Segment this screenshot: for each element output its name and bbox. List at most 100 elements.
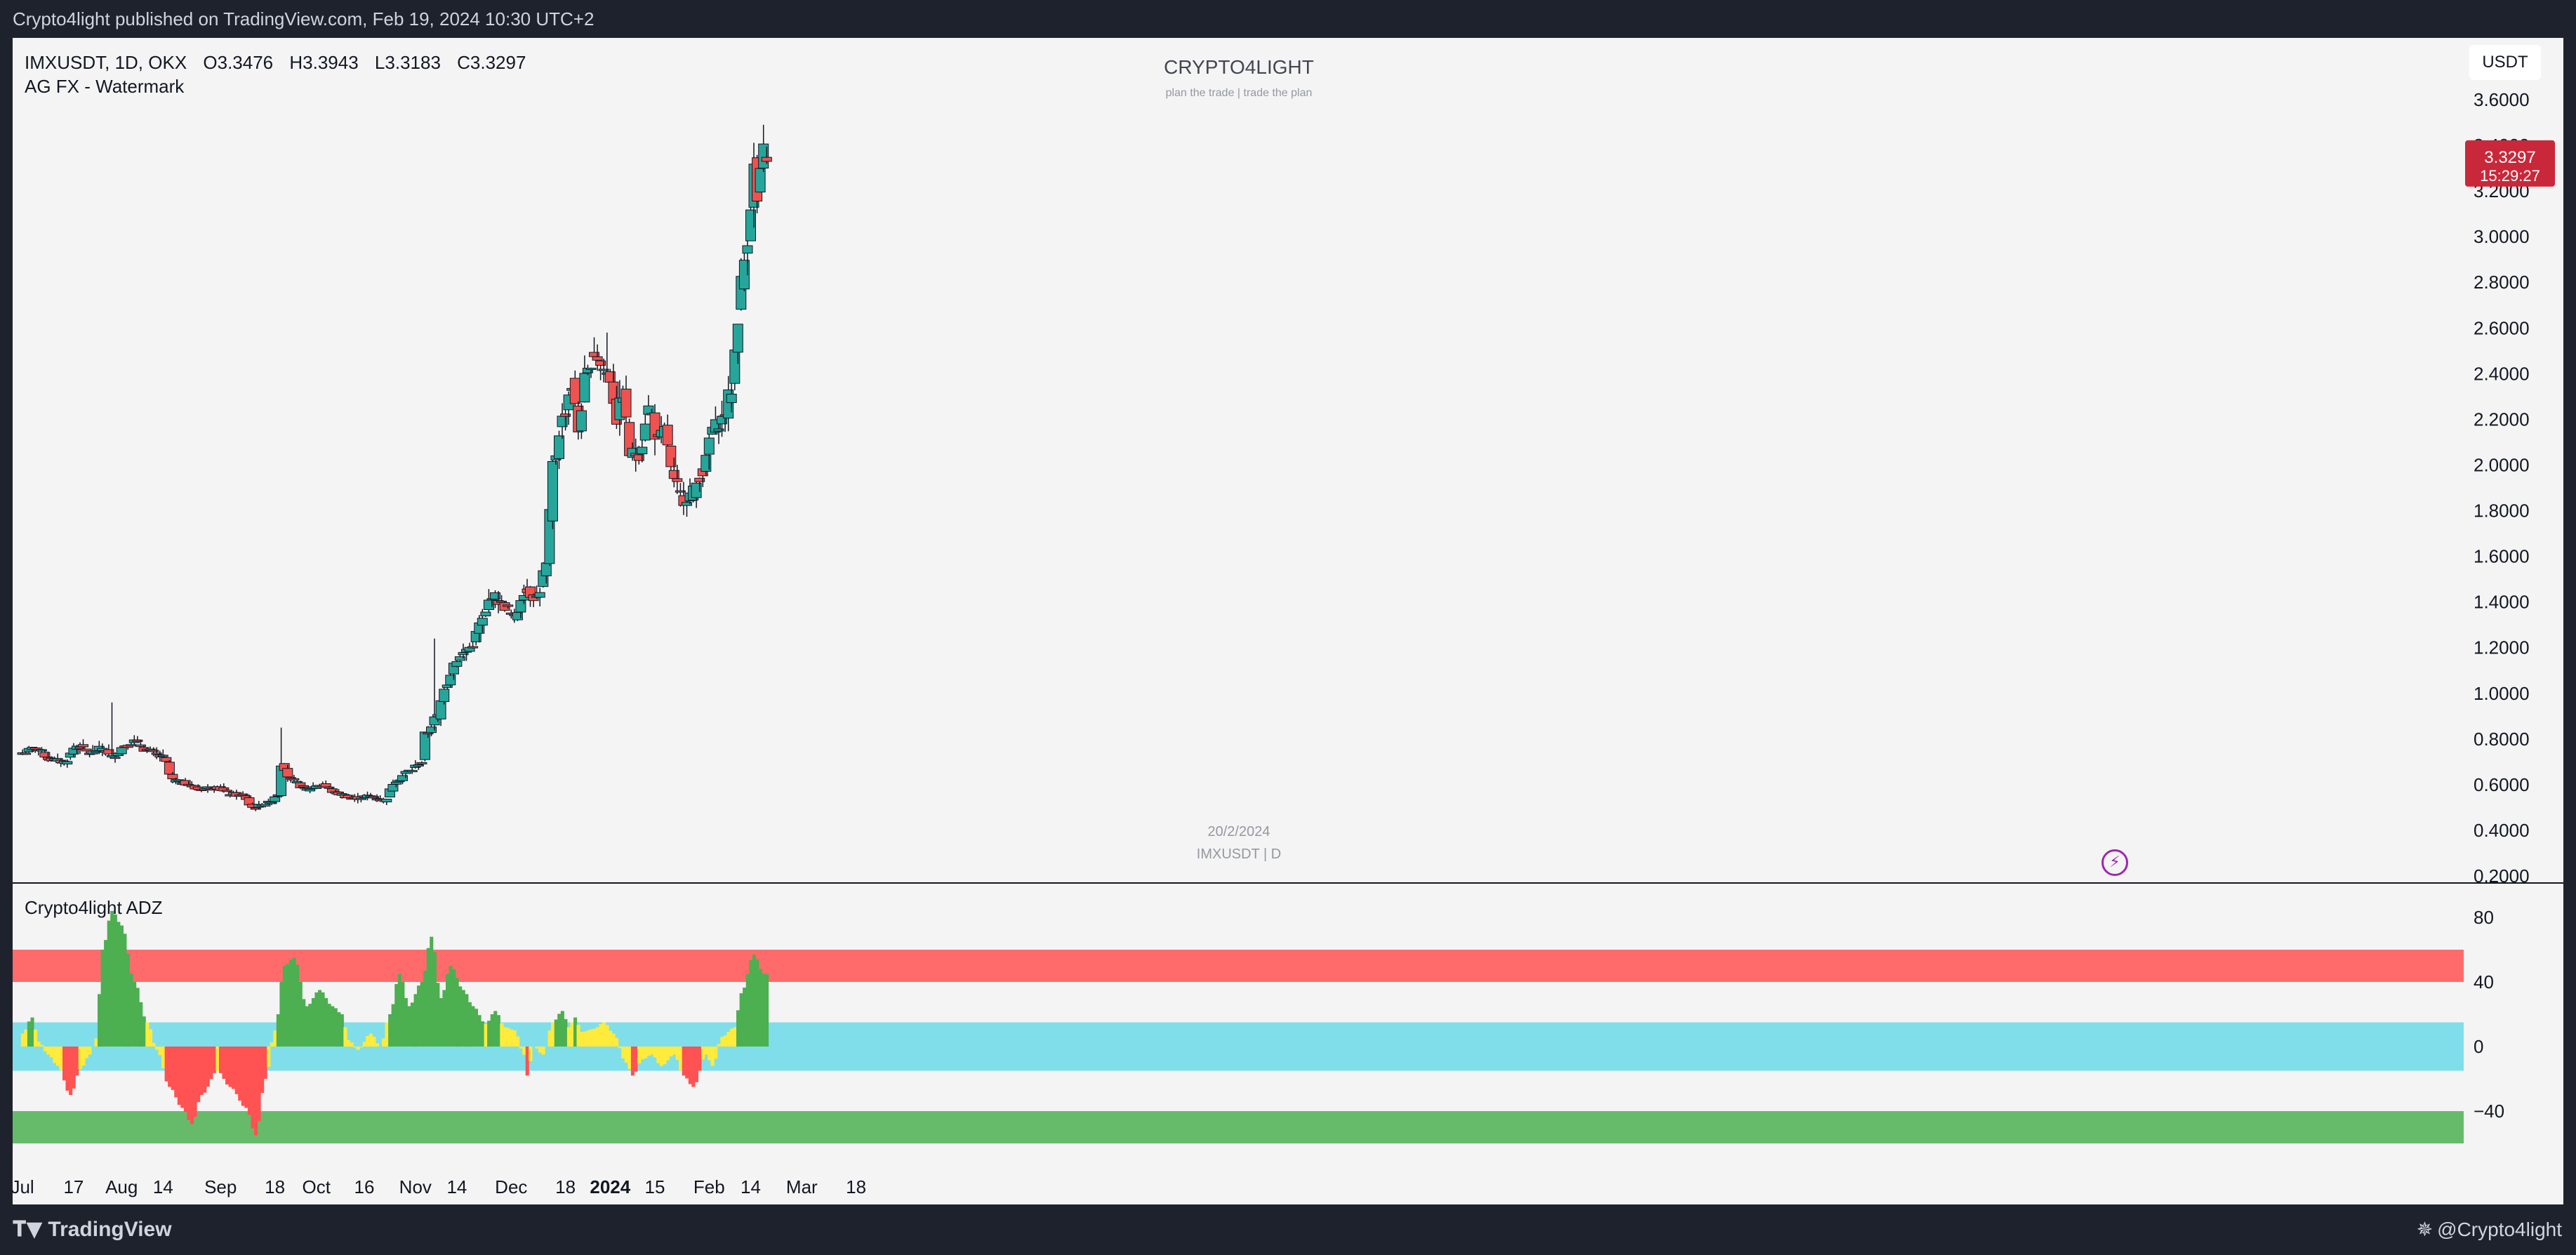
adz-bar: [694, 1047, 698, 1082]
adz-bar: [49, 1047, 53, 1058]
candle-body: [569, 378, 580, 404]
candle-body: [148, 750, 159, 752]
candle-body: [355, 797, 366, 800]
candle-body: [761, 157, 772, 162]
adz-bar: [34, 1029, 38, 1047]
candle-body: [132, 739, 143, 742]
adz-bar: [270, 1042, 274, 1047]
candle-body: [298, 785, 309, 788]
currency-button[interactable]: USDT: [2469, 45, 2541, 80]
candle-body: [109, 757, 121, 759]
adz-bar: [228, 1047, 232, 1087]
adz-bar: [117, 922, 121, 1047]
symbol-info[interactable]: IMXUSDT, 1D, OKX: [25, 52, 187, 73]
adz-bar: [538, 1047, 542, 1053]
lightning-event-icon[interactable]: ⚡: [2102, 849, 2128, 876]
adz-bar: [576, 1025, 580, 1047]
candle-body: [512, 612, 523, 620]
adz-bar: [244, 1047, 248, 1108]
adz-bar: [708, 1047, 712, 1061]
adz-bar: [723, 1035, 727, 1047]
adz-bar: [621, 1047, 625, 1058]
adz-bar: [583, 1031, 587, 1047]
adz-bar: [455, 978, 459, 1047]
adz-bar: [385, 1022, 389, 1047]
adz-bar: [209, 1047, 213, 1080]
date-tick-label: Feb: [693, 1176, 725, 1197]
ohlc-low: L3.3183: [374, 52, 441, 73]
price-tick-label: 3.0000: [2474, 226, 2530, 247]
adz-bar: [30, 1017, 34, 1047]
date-tick-label: 15: [645, 1176, 665, 1197]
adz-bar: [663, 1047, 667, 1065]
candle-body: [454, 656, 465, 661]
candle-body: [585, 368, 597, 370]
candle-body: [288, 778, 300, 781]
adz-bar: [190, 1047, 194, 1124]
adz-bar: [126, 953, 131, 1047]
adz-bar: [554, 1019, 558, 1047]
tradingview-logo[interactable]: 𝐓▼ TradingView: [13, 1204, 172, 1255]
adz-bar: [656, 1047, 660, 1063]
candle-body: [662, 425, 673, 446]
candle-body: [701, 455, 712, 472]
candle-body: [694, 477, 705, 482]
adz-bar: [698, 1047, 702, 1071]
adz-bar: [391, 1004, 395, 1047]
adz-bar: [337, 1012, 341, 1047]
adz-bar: [72, 1047, 76, 1089]
adz-bar: [653, 1047, 657, 1058]
adz-bar: [602, 1022, 606, 1047]
watermark-symbol: IMXUSDT | D: [1196, 846, 1282, 862]
adz-bar: [251, 1047, 255, 1129]
date-tick-label: 14: [446, 1176, 467, 1197]
adz-bar: [356, 1047, 360, 1050]
author-handle[interactable]: ✵ @Crypto4light: [2417, 1204, 2562, 1255]
adz-bar: [311, 998, 315, 1047]
ohlc-high: H3.3943: [289, 52, 359, 73]
adz-bar: [107, 920, 111, 1047]
adz-bar: [589, 1029, 593, 1047]
adz-bar: [75, 1047, 79, 1076]
adz-bar: [474, 1009, 478, 1047]
adz-bar: [675, 1047, 679, 1060]
adz-bar: [296, 964, 300, 1047]
overlay-indicator-label[interactable]: AG FX - Watermark: [25, 76, 185, 97]
price-tick-label: 2.6000: [2474, 317, 2530, 338]
adz-bar: [714, 1047, 718, 1059]
adz-bar: [420, 982, 424, 1047]
price-tick-label: 2.0000: [2474, 455, 2530, 476]
adz-bar: [637, 1047, 642, 1064]
candle-body: [732, 324, 743, 353]
candle-body: [221, 790, 232, 792]
price-tick-label: 2.2000: [2474, 409, 2530, 430]
candle-body: [477, 618, 488, 626]
date-tick-label: 18: [555, 1176, 576, 1197]
adz-bar: [43, 1047, 47, 1051]
price-tick-label: 0.2000: [2474, 865, 2530, 887]
adz-bar: [618, 1047, 622, 1049]
adz-bar: [321, 992, 325, 1047]
adz-bar: [94, 1038, 98, 1047]
candle-body: [426, 726, 437, 733]
tradingview-idea-icon: ✵: [2416, 1218, 2434, 1241]
adz-bar: [104, 940, 108, 1047]
adz-bar: [646, 1047, 651, 1056]
adz-bar: [423, 970, 427, 1047]
adz-bar: [232, 1047, 236, 1089]
adz-bar: [586, 1030, 590, 1047]
candle-body: [592, 356, 603, 361]
adz-bar: [449, 966, 453, 1047]
adz-bar: [53, 1047, 57, 1063]
adz-bar: [346, 1040, 350, 1047]
adz-bar: [366, 1036, 370, 1047]
candle-body: [758, 143, 769, 169]
candle-body: [369, 796, 380, 799]
adz-bar: [318, 990, 322, 1047]
candle-body: [390, 781, 401, 785]
adz-indicator-label[interactable]: Crypto4light ADZ: [25, 897, 163, 918]
candle-body: [157, 755, 168, 757]
adz-bar: [743, 988, 747, 1047]
candle-body: [81, 748, 92, 752]
